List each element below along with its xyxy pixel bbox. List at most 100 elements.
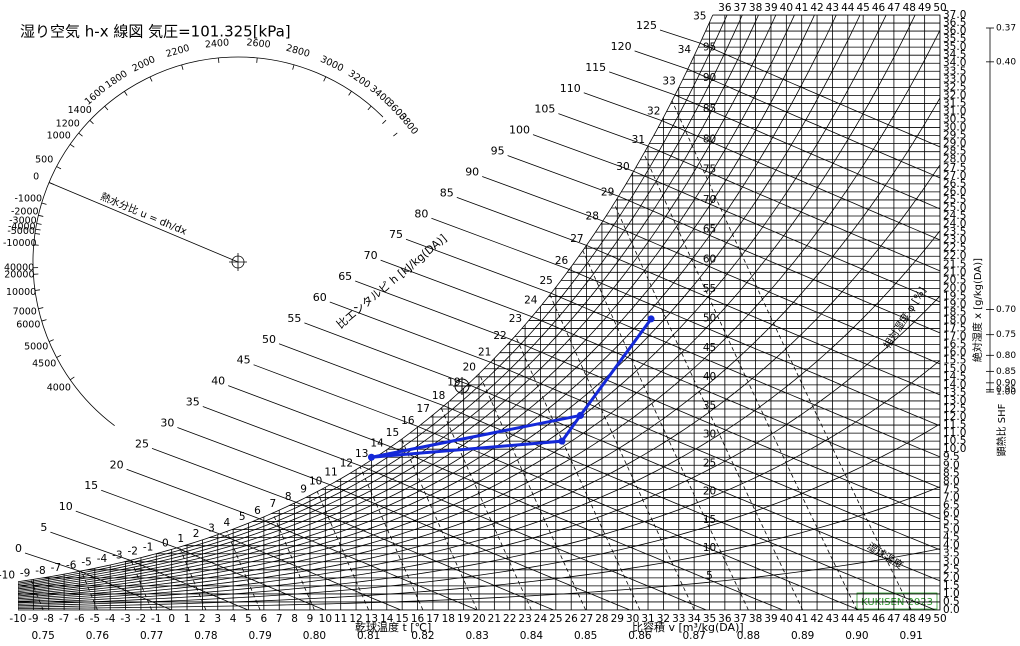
u-tick <box>41 202 47 205</box>
y-tick-label: 9.5 <box>943 451 960 463</box>
x-tick-label: 19 <box>457 613 470 625</box>
y-tick-label: 35.5 <box>943 33 966 45</box>
y-tick-label: 15.0 <box>943 363 966 375</box>
h-lead-line <box>24 552 81 572</box>
h-tick-label: 60 <box>313 291 327 304</box>
x-tick-label: 44 <box>841 613 855 625</box>
x-tick-label: -7 <box>59 613 69 625</box>
v-tick-label: 0.76 <box>86 630 110 642</box>
h-lead-line <box>75 510 177 549</box>
v-tick-label: 0.87 <box>682 630 705 642</box>
x-tick-label: -9 <box>28 613 38 625</box>
x-tick-label: -8 <box>43 613 53 625</box>
x-tick-label: -1 <box>151 613 161 625</box>
h-line <box>674 94 940 211</box>
h-line <box>259 518 483 610</box>
sat-temp-label: 48 <box>903 2 916 14</box>
sat-temp-label: 33 <box>662 76 675 88</box>
rh-curve <box>18 486 940 608</box>
rh-curve <box>18 15 940 585</box>
v-tick-label: 0.81 <box>357 630 380 642</box>
h-lead-line <box>558 113 649 147</box>
shf-tick-label: 0.40 <box>996 57 1016 67</box>
h-lead-line <box>329 301 491 363</box>
x-tick-label: 33 <box>672 613 685 625</box>
rh-curve <box>18 15 940 588</box>
y-tick-label: 23.0 <box>943 234 966 246</box>
y-tick-label: 21.0 <box>943 266 966 278</box>
v-tick-label: 0.91 <box>899 630 922 642</box>
y-tick-label: 33.5 <box>943 65 966 77</box>
x-tick-label: 23 <box>518 613 531 625</box>
x-tick-label: 50 <box>933 613 946 625</box>
rh-label: 10 <box>703 542 716 554</box>
h-tick-label: 20 <box>110 458 124 471</box>
x-tick-label: 18 <box>442 613 455 625</box>
h-lead-line <box>405 238 552 294</box>
x-tick-label: 13 <box>365 613 378 625</box>
h-line <box>633 170 940 303</box>
y-tick-label: 35.0 <box>943 41 966 53</box>
h-line <box>361 465 708 610</box>
x-tick-label: 14 <box>380 613 394 625</box>
h-lead-line <box>101 489 220 535</box>
h-line <box>647 145 940 275</box>
y-tick-label: 11.0 <box>943 427 966 439</box>
y-tick-label: 36.5 <box>943 17 966 29</box>
rh-label: 80 <box>703 133 716 145</box>
x-tick-label: 8 <box>291 613 298 625</box>
h-lead-line <box>355 280 512 341</box>
u-tick <box>56 354 62 358</box>
y-tick-label: 13.5 <box>943 387 966 399</box>
shf-tick-label: 0.80 <box>996 351 1016 361</box>
h-line <box>130 559 254 610</box>
u-tick-label: 1400 <box>68 105 92 116</box>
sat-temp-label: 50 <box>933 2 946 14</box>
u-tick <box>78 132 83 137</box>
x-tick-label: -4 <box>105 613 116 625</box>
u-tick-label: -5000 <box>7 226 35 237</box>
rh-label: 50 <box>703 313 716 325</box>
sat-temp-label: 25 <box>539 275 552 287</box>
h-lead-line <box>151 448 297 503</box>
x-tick-label: -2 <box>136 613 146 625</box>
x-tick-label: 15 <box>395 613 408 625</box>
y-tick-label: 33.0 <box>943 73 966 85</box>
rh-label: 40 <box>703 371 716 383</box>
h-line <box>569 269 940 429</box>
u-tick <box>35 228 41 231</box>
x-tick-label: 47 <box>887 613 900 625</box>
y-tick-label: 18.0 <box>943 315 966 327</box>
y-tick-label: 17.0 <box>943 331 966 343</box>
v-axis-label: 比容積 v [m³/kg(DA)] <box>632 620 744 634</box>
u-tick <box>38 214 44 217</box>
h-lead-line <box>482 176 604 222</box>
v-tick-label: 0.90 <box>845 630 868 642</box>
rh-label: 35 <box>703 400 716 412</box>
y-tick-label: 5.5 <box>943 516 960 528</box>
sat-temp-label: -4 <box>97 553 108 565</box>
y-tick-label: 5.0 <box>943 524 960 536</box>
h-lead-line <box>253 364 419 428</box>
sat-temp-label: 12 <box>340 458 353 470</box>
u-tick-label: 20000 <box>4 270 34 281</box>
u-tick-label: 5000 <box>24 342 48 353</box>
y-tick-label: 21.5 <box>943 258 966 270</box>
x-tick-label: 31 <box>641 613 654 625</box>
h-tick-label: 10 <box>59 500 73 513</box>
u-tick-label: 6000 <box>16 320 40 331</box>
u-tick-label: -1000 <box>14 193 42 204</box>
sat-temp-label: 24 <box>524 295 538 307</box>
y-tick-label: 15.5 <box>943 355 966 367</box>
rh-curve <box>18 360 940 605</box>
h-lead-line <box>431 217 570 270</box>
sat-temp-label: 45 <box>856 2 869 14</box>
y-tick-label: 28.0 <box>943 154 966 166</box>
x-tick-label: 37 <box>734 613 747 625</box>
u-tick <box>323 76 327 82</box>
v-tick-label: 0.86 <box>628 630 652 642</box>
sat-temp-label: 20 <box>463 362 476 374</box>
u-tick-label: 1000 <box>47 131 71 142</box>
y-tick-label: 27.0 <box>943 170 966 182</box>
